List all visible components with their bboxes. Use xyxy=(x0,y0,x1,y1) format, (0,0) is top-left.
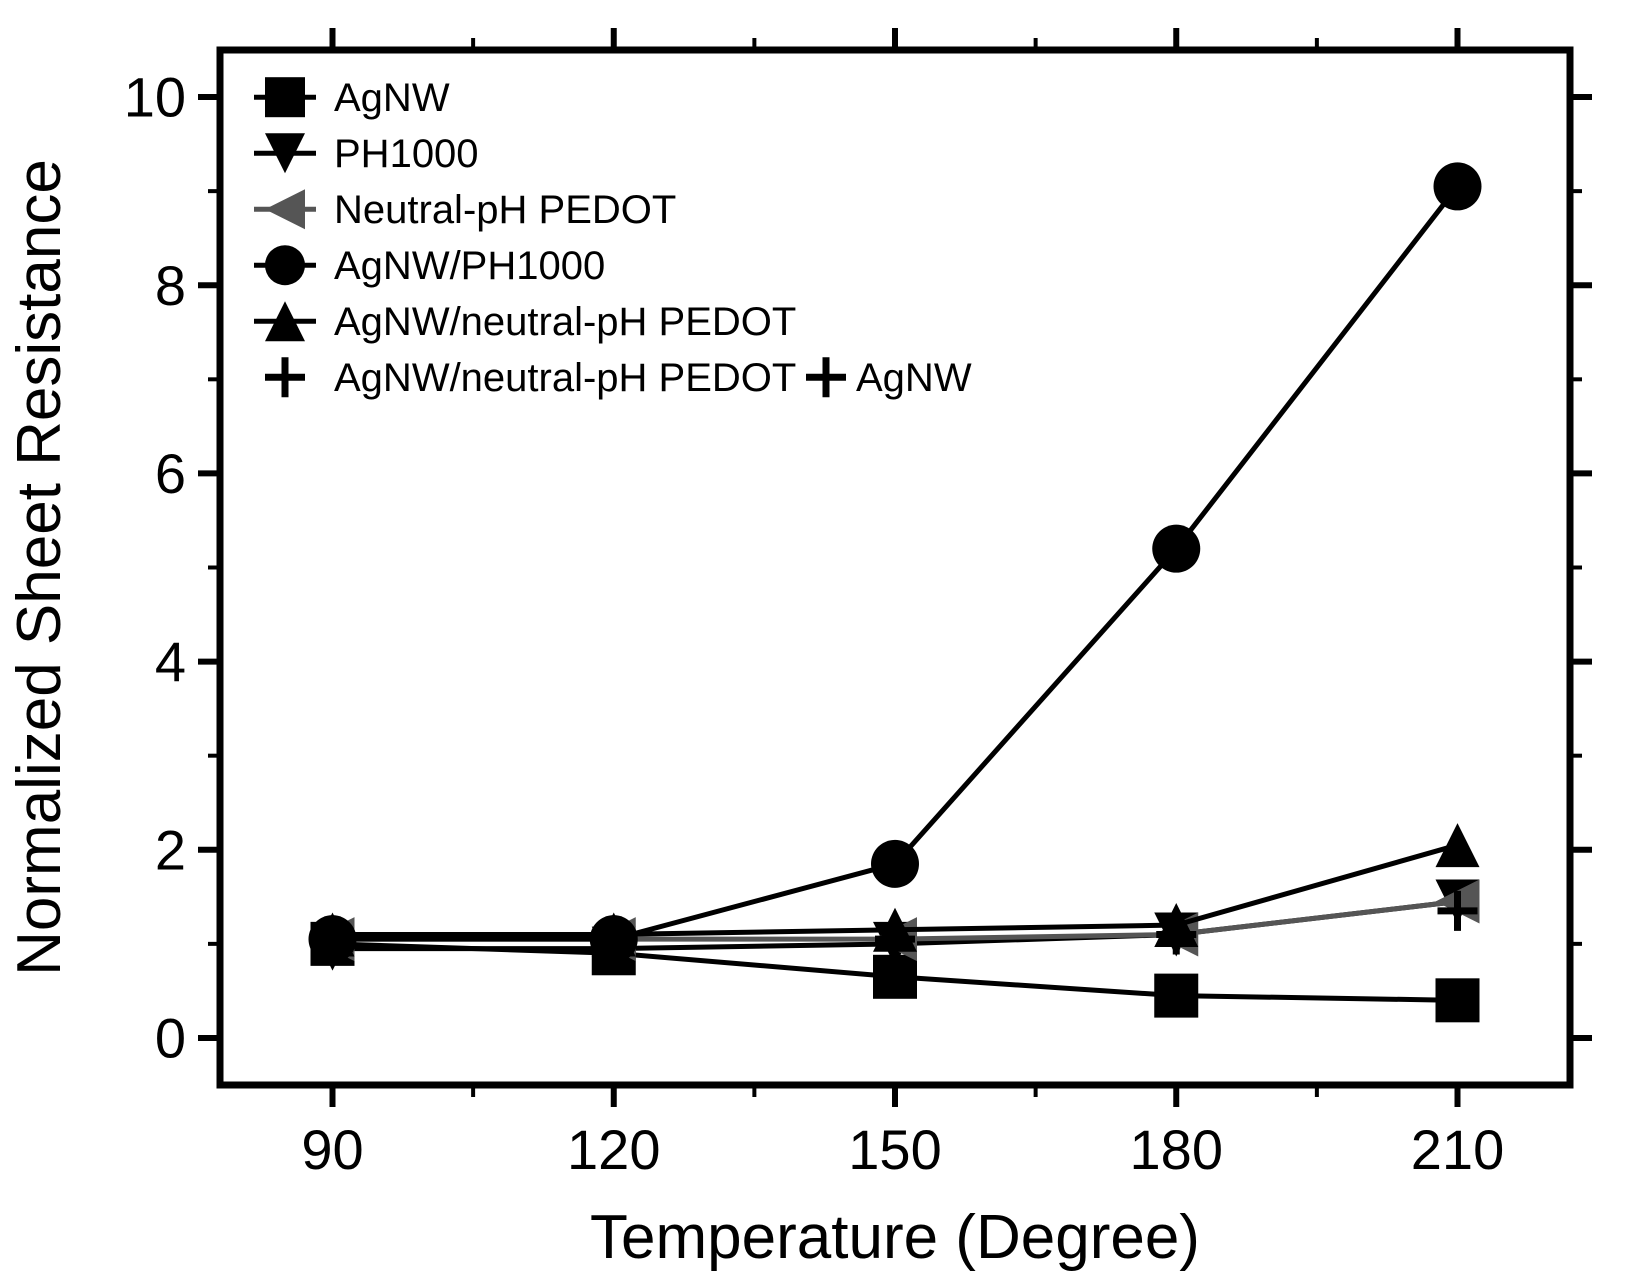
y-tick-label: 4 xyxy=(155,630,186,693)
y-tick-label: 2 xyxy=(155,818,186,881)
legend-label: AgNW xyxy=(856,356,972,400)
y-axis-label: Normalized Sheet Resistance xyxy=(5,159,74,976)
legend-label: AgNW/neutral-pH PEDOT xyxy=(334,300,796,344)
x-axis-label: Temperature (Degree) xyxy=(590,1203,1200,1272)
y-tick-label: 8 xyxy=(155,254,186,317)
x-tick-label: 180 xyxy=(1130,1118,1223,1181)
legend-item: AgNW/neutral-pH PEDOT AgNW xyxy=(265,356,972,400)
x-tick-label: 150 xyxy=(848,1118,941,1181)
y-tick-label: 0 xyxy=(155,1007,186,1070)
y-tick-label: 6 xyxy=(155,442,186,505)
legend-item: AgNW/neutral-pH PEDOT xyxy=(254,300,796,344)
chart-svg: 90 120 150 180 210 0 2 4 6 8 10 Temperature (Degree… xyxy=(0,0,1635,1288)
legend-label: AgNW/PH1000 xyxy=(334,244,605,288)
x-tick-label: 120 xyxy=(567,1118,660,1181)
legend-label: AgNW xyxy=(334,76,450,120)
y-tick-label: 10 xyxy=(124,66,186,129)
legend-label: PH1000 xyxy=(334,132,479,176)
legend-item: AgNW xyxy=(254,76,450,120)
x-tick-label: 90 xyxy=(301,1118,363,1181)
x-tick-label: 210 xyxy=(1411,1118,1504,1181)
legend-label: Neutral-pH PEDOT xyxy=(334,188,676,232)
legend-label: AgNW/neutral-pH PEDOT xyxy=(334,356,796,400)
chart-container: 90 120 150 180 210 0 2 4 6 8 10 Temperature (Degree… xyxy=(0,0,1635,1288)
